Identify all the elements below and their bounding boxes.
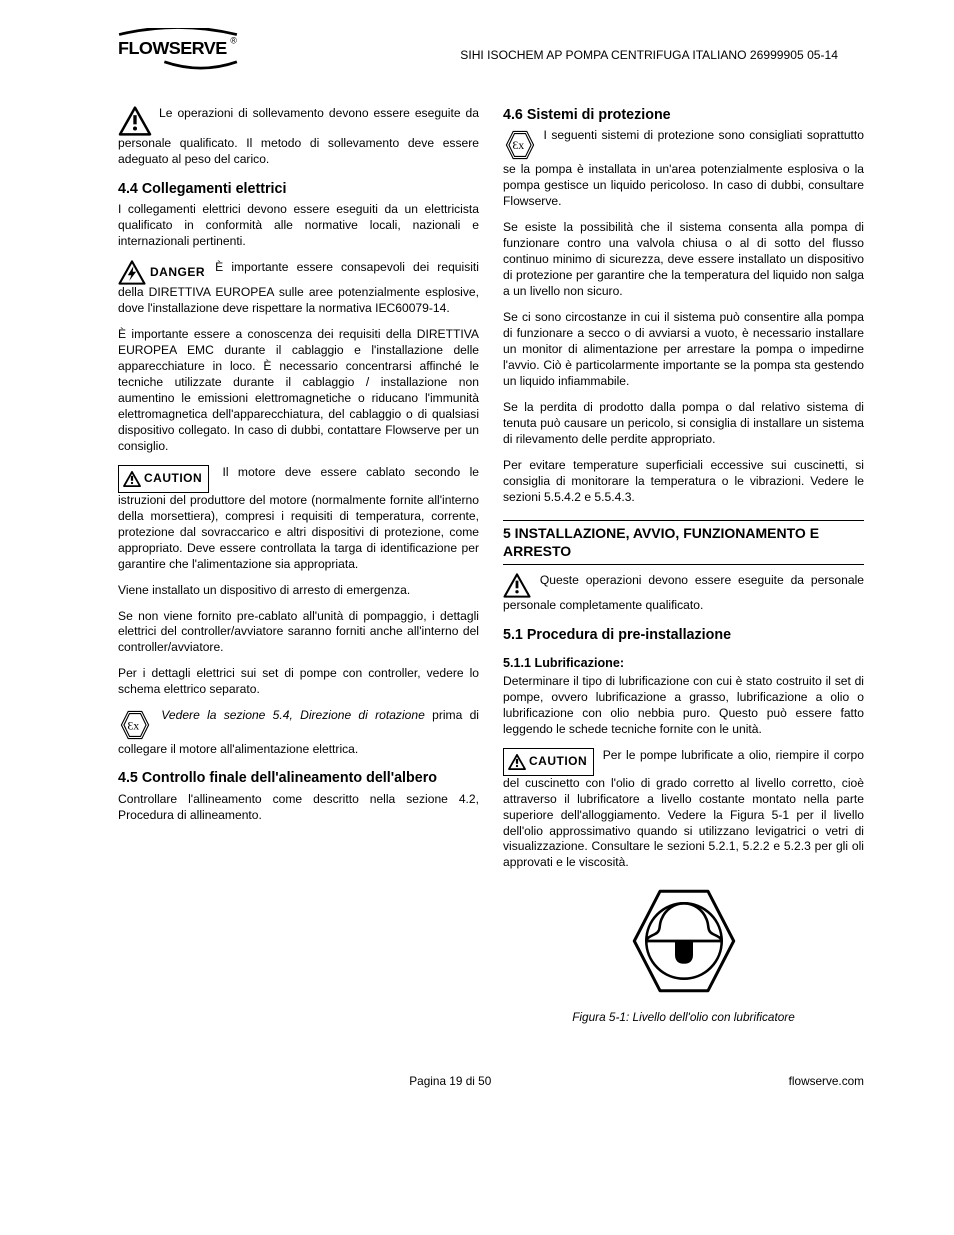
ex-hex-icon: Ɛx [118, 708, 152, 742]
warning-triangle-icon [118, 106, 152, 136]
hex-paragraph: Ɛx Vedere la sezione 5.4, Direzione di r… [118, 708, 479, 758]
s46-para2: Se ci sono circostanze in cui il sistema… [503, 310, 864, 390]
svg-text:FLOWSERVE: FLOWSERVE [118, 38, 227, 58]
caution-paragraph-2: CAUTION Per le pompe lubrificate a olio,… [503, 748, 864, 872]
doc-code: SIHI ISOCHEM AP POMPA CENTRIFUGA ITALIAN… [460, 48, 838, 64]
s44-para3: Viene installato un dispositivo di arres… [118, 583, 479, 599]
logo: FLOWSERVE ® [118, 28, 238, 72]
page-footer: Pagina 19 di 50 flowserve.com [118, 1074, 864, 1090]
caution-label: CAUTION [144, 471, 202, 487]
s44-para5: Per i dettagli elettrici sui set di pomp… [118, 666, 479, 698]
warn2-paragraph: Queste operazioni devono essere eseguite… [503, 573, 864, 614]
section-5-1-1-title: 5.1.1 Lubrificazione: [503, 655, 864, 672]
left-column: Le operazioni di sollevamento devono ess… [118, 106, 479, 1036]
caution-triangle-icon-2 [508, 754, 526, 770]
s45-body: Controllare l'allineamento come descritt… [118, 792, 479, 824]
warning-triangle-icon-2 [503, 573, 531, 598]
s511-para1: Determinare il tipo di lubrificazione co… [503, 674, 864, 738]
caution-triangle-icon [123, 471, 141, 487]
hex-nut-icon [624, 881, 744, 1001]
right-column: 4.6 Sistemi di protezione Ɛx I seguenti … [503, 106, 864, 1036]
section-5-1-title: 5.1 Procedura di pre-installazione [503, 626, 864, 645]
s46-para4: Per evitare temperature superficiali ecc… [503, 458, 864, 506]
section-4-4-title: 4.4 Collegamenti elettrici [118, 180, 479, 199]
footer-site: flowserve.com [789, 1074, 864, 1090]
electric-triangle-icon [118, 260, 146, 285]
caution-paragraph-1: CAUTION Il motore deve essere cablato se… [118, 465, 479, 573]
s46-para1: Se esiste la possibilità che il sistema … [503, 220, 864, 300]
section-4-5-title: 4.5 Controllo finale dell'alineamento de… [118, 770, 479, 788]
svg-text:®: ® [230, 35, 237, 45]
section-5-title: 5 INSTALLAZIONE, AVVIO, FUNZIONAMENTO E … [503, 520, 864, 566]
hex2-paragraph: Ɛx I seguenti sistemi di protezione sono… [503, 128, 864, 210]
section-4-6-title: 4.6 Sistemi di protezione [503, 106, 864, 125]
svg-text:Ɛx: Ɛx [512, 139, 524, 153]
warn2-body: personale completamente qualificato. [503, 598, 703, 612]
caution-label-2: CAUTION [529, 754, 587, 770]
s44-para4: Se non viene fornito pre-cablato all'uni… [118, 609, 479, 657]
hex-lead: Vedere la sezione 5.4, Direzione di rota… [161, 708, 425, 722]
hex2-lead: I seguenti sistemi di protezione [544, 128, 715, 142]
figure-caption: Figura 5-1: Livello dell'olio con lubrif… [503, 1010, 864, 1026]
caution-symbol: CAUTION [118, 465, 209, 493]
caution-symbol-2: CAUTION [503, 748, 594, 776]
warn2-lead: Queste operazioni devono essere eseguite… [540, 573, 864, 587]
s46-para3: Se la perdita di prodotto dalla pompa o … [503, 400, 864, 448]
ex-hex-icon-2: Ɛx [503, 128, 537, 162]
danger-paragraph: DANGER È importante essere consapevoli d… [118, 260, 479, 317]
s44-para1: I collegamenti elettrici devono essere e… [118, 202, 479, 250]
flowserve-logo: FLOWSERVE ® [118, 28, 238, 72]
danger-label: DANGER [150, 265, 205, 281]
lifting-paragraph: Le operazioni di sollevamento devono ess… [118, 106, 479, 168]
oil-level-figure [503, 881, 864, 1006]
caution1-body: istruzioni del produttore del motore (no… [118, 493, 479, 571]
svg-text:Ɛx: Ɛx [127, 719, 139, 733]
caution1-lead: Il motore deve essere cablato secondo le [223, 465, 479, 479]
lifting-lead: Le operazioni di sollevamento devono ess… [159, 106, 461, 120]
caution2-lead: Per le pompe lubrificate a olio, riempir… [603, 748, 830, 762]
danger-symbol: DANGER [118, 260, 205, 285]
s44-para2: È importante essere a conoscenza dei req… [118, 327, 479, 455]
page-number: Pagina 19 di 50 [118, 1074, 783, 1090]
